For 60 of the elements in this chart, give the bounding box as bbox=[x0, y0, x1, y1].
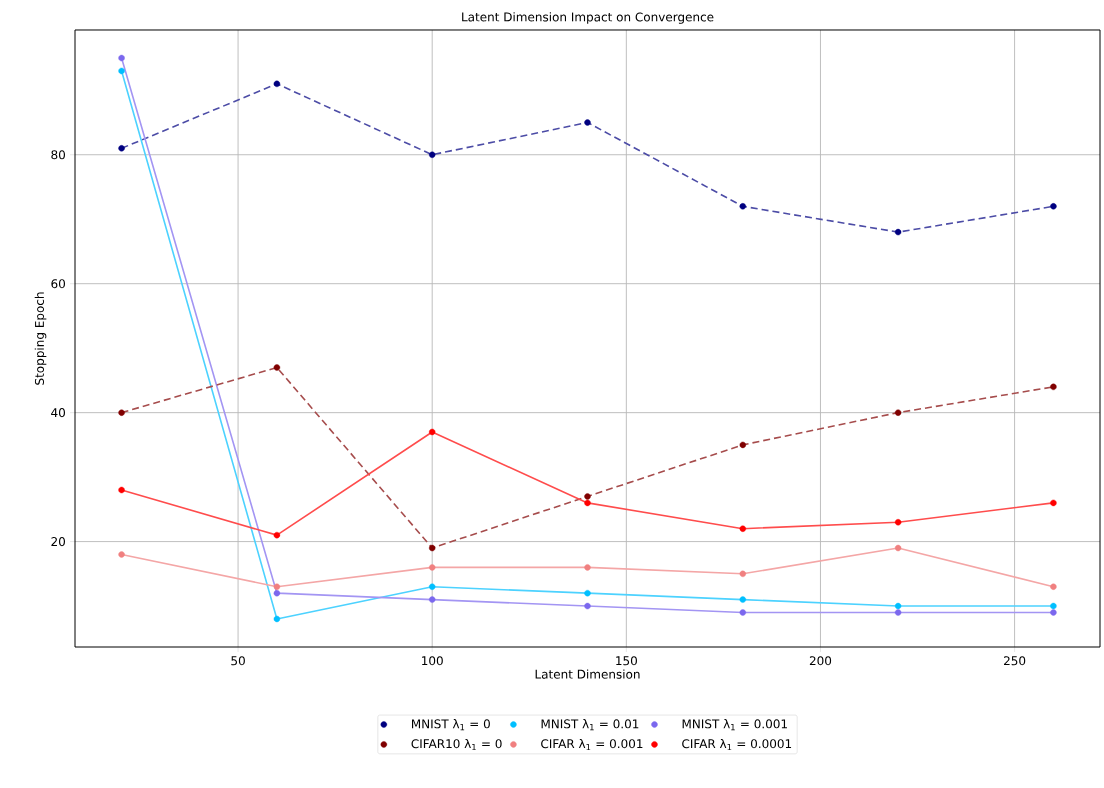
point bbox=[118, 409, 125, 416]
point bbox=[894, 228, 902, 236]
point bbox=[739, 441, 746, 449]
legend-label: MNIST λ$_{1}$ = 0 bbox=[412, 719, 490, 731]
x-tick-label: 100 bbox=[422, 656, 443, 666]
point bbox=[1050, 203, 1057, 210]
point bbox=[429, 544, 436, 552]
x-axis-title: Latent Dimension bbox=[535, 669, 640, 679]
point bbox=[429, 596, 436, 603]
point bbox=[584, 564, 591, 571]
point bbox=[584, 499, 591, 507]
y-tick-label: 80 bbox=[51, 150, 66, 160]
point bbox=[739, 596, 746, 603]
point bbox=[739, 609, 746, 616]
point bbox=[429, 428, 436, 436]
point bbox=[273, 615, 281, 623]
point bbox=[1050, 383, 1057, 391]
point bbox=[584, 602, 591, 610]
point bbox=[894, 602, 902, 610]
point bbox=[1050, 609, 1057, 616]
point bbox=[739, 570, 746, 578]
point bbox=[739, 203, 746, 210]
point bbox=[584, 119, 591, 126]
chart-title: Latent Dimension Impact on Convergence bbox=[462, 12, 714, 24]
legend-label: CIFAR10 λ$_{1}$ = 0 bbox=[411, 738, 502, 751]
y-tick-label: 20 bbox=[51, 537, 66, 547]
point bbox=[273, 80, 281, 88]
point bbox=[273, 589, 281, 597]
point bbox=[118, 67, 125, 75]
legend-label: CIFAR λ$_{1}$ = 0.0001 bbox=[682, 738, 792, 751]
point bbox=[584, 493, 591, 500]
y-tick-label: 60 bbox=[51, 279, 66, 289]
point bbox=[739, 525, 746, 532]
x-tick-label: 50 bbox=[231, 656, 245, 666]
x-tick-label: 200 bbox=[809, 656, 832, 666]
point bbox=[1050, 602, 1057, 610]
point bbox=[429, 151, 436, 158]
point bbox=[429, 583, 436, 590]
point bbox=[894, 519, 902, 526]
point bbox=[118, 145, 125, 152]
point bbox=[894, 409, 902, 416]
point bbox=[273, 364, 281, 371]
x-tick-label: 250 bbox=[1004, 656, 1026, 666]
point bbox=[1050, 499, 1057, 507]
point bbox=[429, 564, 436, 571]
point bbox=[1050, 583, 1057, 590]
point bbox=[118, 486, 125, 494]
x-tick-label: 150 bbox=[616, 656, 637, 666]
legend-label: MNIST λ$_{1}$ = 0.001 bbox=[682, 719, 787, 731]
y-tick-label: 40 bbox=[51, 408, 66, 418]
legend-label: CIFAR λ$_{1}$ = 0.001 bbox=[541, 738, 643, 751]
point bbox=[273, 531, 281, 539]
point bbox=[584, 589, 591, 597]
point bbox=[118, 551, 125, 558]
point bbox=[894, 609, 902, 616]
legend-label: MNIST λ$_{1}$ = 0.01 bbox=[541, 719, 639, 731]
y-axis-title: Stopping Epoch bbox=[34, 292, 47, 385]
point bbox=[894, 544, 902, 552]
point bbox=[273, 583, 281, 590]
point bbox=[118, 54, 125, 62]
